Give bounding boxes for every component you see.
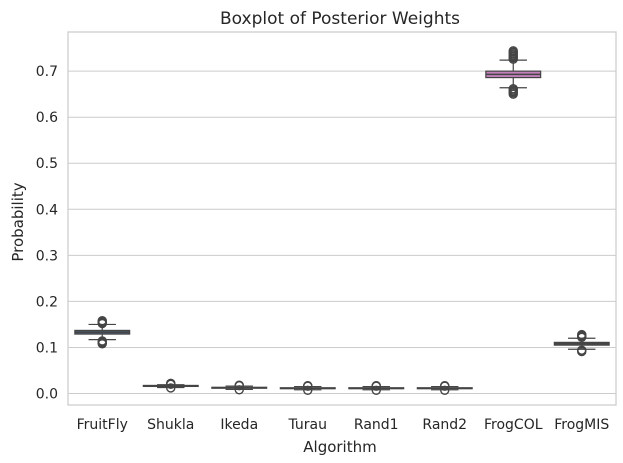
outlier-point [371, 385, 381, 395]
chart-title: Boxplot of Posterior Weights [220, 9, 460, 29]
outlier-point [508, 46, 518, 56]
y-tick-label: 0.3 [36, 248, 58, 264]
x-tick-label: FrogCOL [484, 417, 543, 433]
plot-frame [67, 31, 617, 406]
box-fruitfly [74, 316, 131, 349]
boxes [74, 46, 610, 395]
box-ikeda [211, 380, 268, 395]
x-tick-label: Ikeda [220, 417, 258, 433]
y-tick-label: 0.6 [36, 110, 58, 126]
x-tick-label: FruitFly [77, 417, 128, 433]
outlier-point [97, 336, 107, 346]
outlier-point [303, 380, 313, 391]
box-rand1 [348, 380, 405, 395]
y-tick-label: 0.7 [36, 64, 58, 80]
y-axis-label: Probability [9, 182, 27, 261]
box-frogcol [485, 46, 542, 99]
box-rand2 [416, 380, 473, 395]
y-tick-label: 0.0 [36, 386, 58, 402]
outlier-point [440, 385, 450, 395]
outlier-point [97, 316, 107, 326]
outlier-point [234, 380, 244, 390]
outlier-point [577, 329, 587, 340]
outlier-point [371, 380, 381, 391]
outlier-point [577, 345, 587, 355]
y-axis-ticks: 0.0 0.1 0.2 0.3 0.4 0.5 0.6 0.7 [36, 64, 58, 402]
gridlines [68, 70, 616, 394]
x-tick-label: Shukla [147, 417, 194, 433]
outlier-point [166, 378, 176, 389]
x-tick-label: FrogMIS [554, 417, 609, 433]
x-tick-label: Rand1 [354, 417, 399, 433]
x-tick-label: Rand2 [422, 417, 467, 433]
outlier-point [166, 383, 176, 393]
y-tick-label: 0.2 [36, 294, 58, 310]
box-turau [279, 380, 336, 395]
x-tick-label: Turau [287, 417, 327, 433]
box-frogmis [553, 329, 610, 357]
outlier-point [303, 385, 313, 395]
outlier-point [440, 380, 450, 391]
y-tick-label: 0.1 [36, 340, 58, 356]
y-tick-label: 0.5 [36, 156, 58, 172]
outlier-point [234, 385, 244, 395]
x-axis-ticks: FruitFly Shukla Ikeda Turau Rand1 Rand2 FrogCO… [77, 417, 610, 433]
outlier-point [508, 83, 518, 94]
box-shukla [142, 378, 199, 393]
y-tick-label: 0.4 [36, 202, 58, 218]
x-axis-label: Algorithm [303, 438, 376, 456]
